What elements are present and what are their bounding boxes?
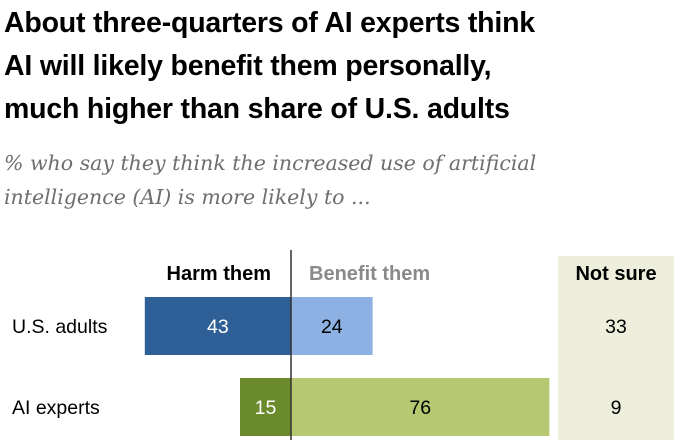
data-label-benefit-them: 76: [409, 397, 431, 419]
chart-subtitle-line: % who say they think the increased use o…: [4, 151, 537, 175]
chart-title: About three-quarters of AI experts think…: [4, 2, 674, 131]
chart-title-line: About three-quarters of AI experts think: [4, 7, 535, 39]
header-harm-them: Harm them: [167, 263, 271, 285]
data-label-harm-them: 15: [255, 397, 277, 419]
data-label-harm-them: 43: [207, 316, 229, 338]
chart-subtitle-line: intelligence (AI) is more likely to ...: [4, 185, 371, 209]
category-label: U.S. adults: [12, 316, 108, 338]
bar-harm-them: [144, 297, 291, 355]
header-not-sure: Not sure: [575, 263, 656, 285]
data-label-not-sure: 9: [611, 397, 622, 419]
data-label-benefit-them: 24: [321, 316, 343, 338]
category-label: AI experts: [12, 397, 100, 419]
bar-harm-them: [240, 378, 291, 436]
chart-title-line: much higher than share of U.S. adults: [4, 93, 510, 125]
not-sure-column-bg: [558, 256, 674, 440]
bar-benefit-them: [291, 297, 373, 355]
chart-subtitle: % who say they think the increased use o…: [4, 146, 674, 214]
header-benefit-them: Benefit them: [309, 263, 430, 285]
data-label-not-sure: 33: [605, 316, 627, 338]
chart-title-line: AI will likely benefit them personally,: [4, 50, 492, 82]
bar-benefit-them: [291, 378, 550, 436]
